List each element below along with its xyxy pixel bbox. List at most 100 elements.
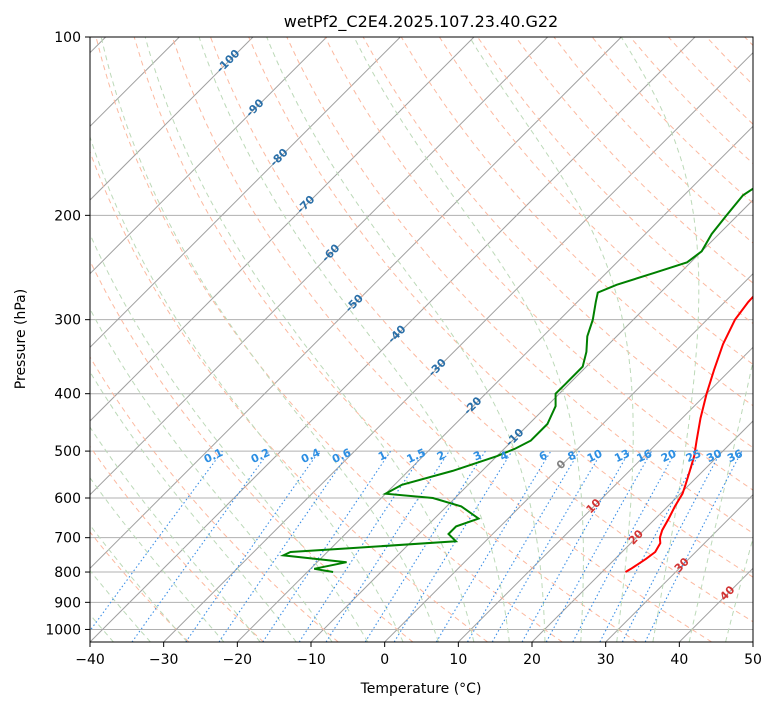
dry-adiabat-line xyxy=(171,37,712,642)
x-tick-label: −40 xyxy=(75,652,105,668)
mixing-ratio-line xyxy=(90,450,223,632)
mixing-ratio-line xyxy=(325,450,450,642)
dry-adiabat-line xyxy=(438,37,753,366)
x-tick-label: −10 xyxy=(296,652,326,668)
moist-adiabat-line xyxy=(620,37,700,642)
dry-adiabat-line xyxy=(133,37,638,642)
moist-adiabat-line xyxy=(469,37,634,642)
isotherm-line xyxy=(457,346,753,642)
mixing-ratio-label: 1.5 xyxy=(405,446,428,466)
dry-adiabat-line xyxy=(668,37,753,125)
dry-adiabat-label: 40 xyxy=(717,583,737,603)
mixing-ratio-line xyxy=(262,450,392,642)
mixing-ratio-label: 20 xyxy=(659,447,679,465)
dry-adiabat-line xyxy=(706,37,753,86)
y-axis-label: Pressure (hPa) xyxy=(13,289,29,389)
moist-adiabat-line xyxy=(90,476,225,642)
isotherm-line xyxy=(531,420,753,642)
dry-adiabat-line xyxy=(248,37,753,578)
y-tick-label: 900 xyxy=(54,595,81,611)
moist-adiabat-line xyxy=(90,569,151,642)
moist-adiabat-line xyxy=(90,426,261,642)
isotherm-line xyxy=(90,37,475,422)
mixing-ratio-line xyxy=(521,450,630,642)
isotherm-line xyxy=(90,37,328,275)
isotherm-line xyxy=(236,125,753,642)
moist-adiabat-line xyxy=(90,370,297,642)
mixing-ratio-line xyxy=(435,450,552,642)
isotherm-line xyxy=(163,51,753,642)
mixing-ratio-label: 13 xyxy=(612,447,631,465)
x-axis-label: Temperature (°C) xyxy=(360,681,482,697)
isotherm-line xyxy=(90,37,401,349)
mixing-ratio-label: 16 xyxy=(635,447,655,465)
y-tick-label: 400 xyxy=(54,387,81,403)
isotherm-line xyxy=(90,37,696,642)
moist-adiabat-line xyxy=(90,232,369,642)
mixing-ratio-line xyxy=(131,450,270,642)
moist-adiabat-line xyxy=(90,308,333,642)
y-tick-label: 100 xyxy=(54,30,81,46)
isotherm-line xyxy=(605,493,753,642)
x-tick-label: 40 xyxy=(670,652,688,668)
background-lines xyxy=(90,37,753,642)
moist-adiabat-line xyxy=(90,135,404,642)
mixing-ratio-label: 36 xyxy=(725,447,745,465)
moist-adiabat-line xyxy=(90,524,188,642)
x-tick-label: −30 xyxy=(149,652,179,668)
mixing-ratio-label: 0.1 xyxy=(202,446,225,466)
dry-adiabat-line xyxy=(210,37,753,623)
y-tick-label: 500 xyxy=(54,444,81,460)
y-tick-label: 600 xyxy=(54,491,81,507)
isotherm-line xyxy=(90,37,622,570)
mixing-ratio-line xyxy=(393,450,513,642)
dry-adiabat-label: -90 xyxy=(243,96,266,119)
moist-adiabat-line xyxy=(725,536,753,642)
mixing-ratio-line xyxy=(185,450,320,642)
isotherm-line xyxy=(310,199,753,642)
mixing-ratio-line xyxy=(218,450,351,642)
mixing-ratio-line xyxy=(599,450,701,642)
chart-title: wetPf2_C2E4.2025.107.23.40.G22 xyxy=(284,12,558,32)
dry-adiabat-line xyxy=(515,37,753,284)
x-tick-label: 10 xyxy=(449,652,467,668)
mixing-ratio-line xyxy=(545,450,653,642)
isotherm-line xyxy=(90,37,549,496)
mixing-ratio-label: 30 xyxy=(704,447,724,465)
isotherm-line xyxy=(678,567,753,642)
temperature-trace xyxy=(624,295,753,573)
y-tick-label: 700 xyxy=(54,531,81,547)
moist-adiabat-line xyxy=(100,37,439,642)
plot-frame xyxy=(89,36,754,643)
mixing-ratio-label: 10 xyxy=(585,447,605,465)
isotherm-line xyxy=(384,272,753,642)
dry-adiabat-line xyxy=(400,37,753,407)
isotherm-line xyxy=(752,641,753,642)
dry-adiabat-label: 0 xyxy=(554,457,569,472)
y-tick-label: 200 xyxy=(54,208,81,224)
dry-adiabat-line xyxy=(90,531,190,642)
y-tick-label: 1000 xyxy=(45,622,81,638)
dry-adiabat-line xyxy=(95,37,563,642)
dry-adiabat-line xyxy=(90,356,339,642)
x-tick-label: −20 xyxy=(223,652,253,668)
dry-adiabat-line xyxy=(90,259,414,642)
mixing-ratio-line xyxy=(644,450,743,642)
mixing-ratio-label: 25 xyxy=(684,447,703,465)
moist-adiabat-line xyxy=(688,358,753,642)
y-tick-label: 800 xyxy=(54,565,81,581)
dry-adiabat-label: -40 xyxy=(385,322,408,345)
x-tick-label: 50 xyxy=(744,652,762,668)
dry-adiabat-line xyxy=(90,150,488,642)
moist-adiabat-line xyxy=(144,37,475,642)
y-axis: 100 200 300 400 500 600 700 800 900 1000 xyxy=(45,30,90,638)
x-axis: −40 −30 −20 −10 0 10 20 30 40 50 xyxy=(75,642,762,668)
moist-adiabat-line xyxy=(266,37,546,642)
dry-adiabat-line xyxy=(286,37,753,534)
x-tick-label: 20 xyxy=(523,652,541,668)
dewpoint-trace xyxy=(279,187,753,573)
moist-adiabat-line xyxy=(353,37,584,642)
sounding-traces xyxy=(279,187,753,573)
dry-adiabat-line xyxy=(477,37,753,325)
